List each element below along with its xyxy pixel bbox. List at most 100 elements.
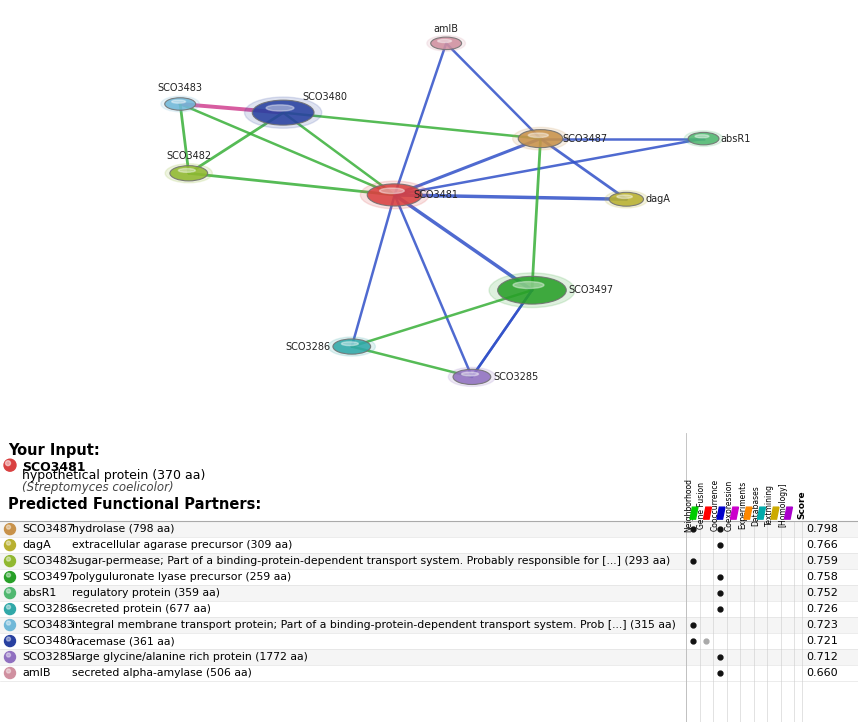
Circle shape <box>5 461 10 466</box>
Ellipse shape <box>252 100 314 125</box>
Text: Experiments: Experiments <box>738 481 746 529</box>
Circle shape <box>7 653 10 657</box>
Polygon shape <box>771 507 779 519</box>
FancyBboxPatch shape <box>0 585 858 601</box>
Ellipse shape <box>489 273 575 308</box>
Polygon shape <box>744 507 752 519</box>
Ellipse shape <box>172 100 185 103</box>
Text: hydrolase (798 aa): hydrolase (798 aa) <box>72 524 174 534</box>
Text: dagA: dagA <box>645 194 670 204</box>
Ellipse shape <box>609 192 644 206</box>
Circle shape <box>4 604 15 614</box>
Ellipse shape <box>605 191 648 208</box>
Ellipse shape <box>512 127 568 150</box>
Circle shape <box>7 669 10 673</box>
Text: Coexpression: Coexpression <box>724 479 734 531</box>
Text: racemase (361 aa): racemase (361 aa) <box>72 636 175 646</box>
Text: SCO3497: SCO3497 <box>568 285 613 295</box>
Circle shape <box>7 637 10 641</box>
Text: SCO3285: SCO3285 <box>22 652 74 662</box>
Text: hypothetical protein (370 aa): hypothetical protein (370 aa) <box>22 469 205 482</box>
FancyBboxPatch shape <box>0 649 858 665</box>
Circle shape <box>7 541 10 545</box>
Ellipse shape <box>367 184 422 206</box>
Ellipse shape <box>498 277 566 304</box>
Text: secreted protein (677 aa): secreted protein (677 aa) <box>72 604 211 614</box>
Ellipse shape <box>453 369 491 385</box>
Text: large glycine/alanine rich protein (1772 aa): large glycine/alanine rich protein (1772… <box>72 652 308 662</box>
Ellipse shape <box>685 131 722 147</box>
Ellipse shape <box>513 282 544 289</box>
Text: 0.712: 0.712 <box>806 652 838 662</box>
Text: absR1: absR1 <box>721 134 751 144</box>
Text: SCO3286: SCO3286 <box>22 604 74 614</box>
Text: dagA: dagA <box>22 540 51 550</box>
Ellipse shape <box>427 35 465 51</box>
Circle shape <box>7 525 10 529</box>
Text: SCO3481: SCO3481 <box>22 461 86 474</box>
Circle shape <box>7 605 10 609</box>
Text: 0.752: 0.752 <box>806 588 838 598</box>
Circle shape <box>4 556 15 567</box>
Text: SCO3285: SCO3285 <box>493 372 539 382</box>
Ellipse shape <box>245 97 322 129</box>
Text: Your Input:: Your Input: <box>8 443 100 458</box>
FancyBboxPatch shape <box>0 521 858 537</box>
Circle shape <box>4 588 15 599</box>
Polygon shape <box>730 507 739 519</box>
Text: Predicted Functional Partners:: Predicted Functional Partners: <box>8 497 261 512</box>
Text: absR1: absR1 <box>22 588 57 598</box>
Ellipse shape <box>462 372 479 376</box>
Ellipse shape <box>360 181 429 209</box>
Polygon shape <box>758 507 765 519</box>
Text: Neighborhood: Neighborhood <box>684 478 692 532</box>
Text: integral membrane transport protein; Part of a binding-protein-dependent transpo: integral membrane transport protein; Par… <box>72 620 676 630</box>
FancyBboxPatch shape <box>0 665 858 681</box>
Ellipse shape <box>165 97 196 110</box>
Text: SCO3487: SCO3487 <box>562 134 607 144</box>
Text: SCO3482: SCO3482 <box>166 151 211 161</box>
Ellipse shape <box>333 339 371 355</box>
Text: SCO3497: SCO3497 <box>22 572 74 582</box>
FancyBboxPatch shape <box>0 569 858 585</box>
Text: Databases: Databases <box>752 484 760 526</box>
Circle shape <box>7 557 10 561</box>
Ellipse shape <box>341 342 359 346</box>
Circle shape <box>4 523 15 534</box>
Text: [Homology]: [Homology] <box>778 483 788 528</box>
Text: 0.726: 0.726 <box>806 604 838 614</box>
Polygon shape <box>717 507 725 519</box>
Ellipse shape <box>617 195 632 199</box>
FancyBboxPatch shape <box>0 553 858 569</box>
FancyBboxPatch shape <box>0 601 858 617</box>
Text: Cooccurrence: Cooccurrence <box>710 479 720 531</box>
Ellipse shape <box>518 130 563 147</box>
Text: sugar-permease; Part of a binding-protein-dependent transport system. Probably r: sugar-permease; Part of a binding-protei… <box>72 556 670 566</box>
Text: 0.721: 0.721 <box>806 636 838 646</box>
Text: 0.723: 0.723 <box>806 620 838 630</box>
Text: 0.759: 0.759 <box>806 556 838 566</box>
Circle shape <box>4 635 15 647</box>
FancyBboxPatch shape <box>0 633 858 649</box>
Circle shape <box>4 572 15 583</box>
FancyBboxPatch shape <box>0 537 858 553</box>
Ellipse shape <box>431 37 462 50</box>
Text: (Streptomyces coelicolor): (Streptomyces coelicolor) <box>22 481 173 494</box>
Text: amlB: amlB <box>22 668 51 678</box>
Ellipse shape <box>449 367 496 386</box>
Text: secreted alpha-amylase (506 aa): secreted alpha-amylase (506 aa) <box>72 668 252 678</box>
Text: amlB: amlB <box>433 24 459 34</box>
Circle shape <box>4 651 15 663</box>
Text: extracellular agarase precursor (309 aa): extracellular agarase precursor (309 aa) <box>72 540 293 550</box>
Ellipse shape <box>266 105 294 111</box>
Ellipse shape <box>328 337 376 356</box>
Polygon shape <box>704 507 711 519</box>
Ellipse shape <box>379 188 404 193</box>
Text: SCO3480: SCO3480 <box>22 636 74 646</box>
Text: 0.766: 0.766 <box>806 540 837 550</box>
Text: SCO3481: SCO3481 <box>414 190 458 200</box>
FancyBboxPatch shape <box>0 617 858 633</box>
Ellipse shape <box>178 168 196 173</box>
Text: 0.758: 0.758 <box>806 572 838 582</box>
Polygon shape <box>690 507 698 519</box>
